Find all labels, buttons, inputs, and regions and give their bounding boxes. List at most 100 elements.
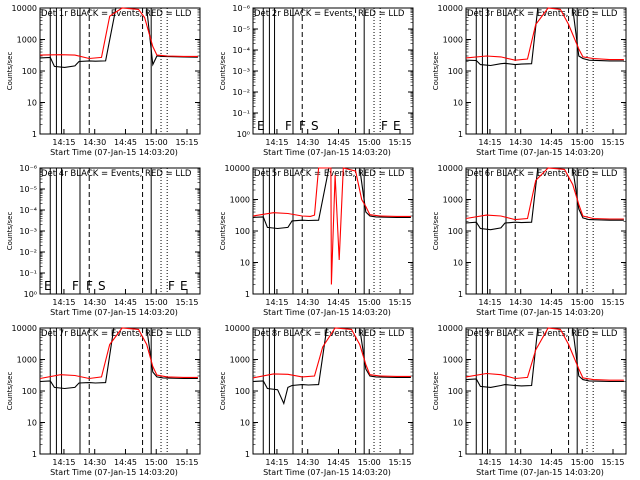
y-tick-label: 10000 — [12, 4, 37, 13]
x-axis-label: Start Time (07-Jan-15 14:03:20) — [476, 468, 604, 477]
y-tick-label: 10⁻⁴ — [19, 206, 37, 215]
y-tick-label: 10⁻¹ — [232, 109, 250, 118]
panel-8: 1 10 100 1000 10000 14:15 14:30 14:45 15:00 15:15… — [219, 324, 414, 477]
flag-letter: F — [299, 119, 306, 133]
x-axis-label: Start Time (07-Jan-15 14:03:20) — [263, 468, 391, 477]
series-events-line — [465, 327, 624, 388]
panel-2: 10⁰ 10⁻¹ 10⁻² 10⁻³ 10⁻⁴ 10⁻⁵ 10⁻⁶ 14:15 14:30 14:… — [219, 4, 414, 157]
x-tick-label: 14:15 — [52, 298, 75, 307]
plot-frame — [39, 7, 201, 135]
panel-title: Det 3r BLACK = Events, RED = LLD — [467, 9, 618, 19]
series-lld-line — [39, 327, 198, 380]
series-events-line — [465, 167, 624, 231]
x-tick-label: 14:30 — [83, 458, 106, 467]
plot-frame — [39, 327, 201, 455]
y-tick-label: 10⁻² — [232, 88, 250, 97]
y-axis-label: Counts/sec — [432, 52, 440, 91]
y-tick-label: 10⁻² — [19, 248, 37, 257]
x-tick-label: 15:00 — [145, 298, 168, 307]
x-tick-label: 14:30 — [509, 298, 532, 307]
x-tick-label: 15:15 — [388, 458, 411, 467]
y-axis-label: Counts/sec — [6, 52, 14, 91]
x-tick-label: 14:30 — [296, 458, 319, 467]
y-tick-label: 100 — [448, 67, 463, 76]
x-tick-label: 15:00 — [145, 458, 168, 467]
x-tick-label: 14:45 — [327, 298, 350, 307]
x-tick-label: 14:45 — [114, 458, 137, 467]
y-tick-label: 100 — [22, 387, 37, 396]
x-tick-label: 15:00 — [571, 298, 594, 307]
y-tick-label: 10 — [27, 99, 37, 108]
y-tick-label: 10 — [27, 419, 37, 428]
y-tick-label: 100 — [448, 387, 463, 396]
y-tick-label: 100 — [235, 227, 250, 236]
x-tick-label: 14:15 — [52, 458, 75, 467]
y-tick-label: 1000 — [17, 356, 37, 365]
plot-frame — [465, 167, 627, 295]
y-axis-label: Counts/sec — [219, 52, 227, 91]
plot-frame — [252, 327, 414, 455]
x-tick-label: 14:45 — [540, 138, 563, 147]
y-tick-label: 10⁻⁴ — [232, 46, 250, 55]
series-events-line — [39, 7, 198, 68]
series-lld-line — [252, 327, 411, 379]
plot-frame — [465, 7, 627, 135]
y-axis-label: Counts/sec — [219, 372, 227, 411]
x-tick-label: 14:45 — [540, 298, 563, 307]
y-tick-label: 1000 — [230, 356, 250, 365]
x-axis-label: Start Time (07-Jan-15 14:03:20) — [50, 308, 178, 317]
x-tick-label: 14:30 — [296, 138, 319, 147]
x-tick-label: 14:45 — [327, 458, 350, 467]
x-axis-label: Start Time (07-Jan-15 14:03:20) — [50, 468, 178, 477]
x-axis-label: Start Time (07-Jan-15 14:03:20) — [476, 308, 604, 317]
y-tick-label: 10000 — [225, 164, 250, 173]
x-tick-label: 14:45 — [114, 298, 137, 307]
flag-letter: F — [72, 279, 79, 293]
plot-frame — [465, 327, 627, 455]
y-tick-label: 1000 — [443, 356, 463, 365]
y-axis-label: Counts/sec — [432, 372, 440, 411]
y-tick-label: 10⁻³ — [232, 67, 250, 76]
y-tick-label: 10000 — [438, 164, 463, 173]
panel-1: 1 10 100 1000 10000 14:15 14:30 14:45 15:00 15:15… — [6, 4, 201, 157]
x-tick-label: 14:15 — [478, 458, 501, 467]
x-tick-label: 15:15 — [601, 458, 624, 467]
y-axis-label: Counts/sec — [6, 372, 14, 411]
y-tick-label: 1000 — [443, 196, 463, 205]
flag-letter: S — [98, 279, 106, 293]
y-tick-label: 10⁻⁶ — [19, 164, 37, 173]
series-lld-line — [39, 7, 198, 60]
x-tick-label: 15:00 — [358, 138, 381, 147]
x-tick-label: 14:30 — [83, 298, 106, 307]
x-tick-label: 15:00 — [571, 138, 594, 147]
x-tick-label: 14:45 — [114, 138, 137, 147]
x-tick-label: 15:00 — [358, 458, 381, 467]
y-axis-label: Counts/sec — [6, 212, 14, 251]
series-lld-line — [252, 167, 411, 285]
series-lld-line — [465, 327, 624, 381]
y-tick-label: 10⁻⁶ — [232, 4, 250, 13]
panel-title: Det 2r BLACK = Events, RED = LLD — [254, 9, 405, 19]
panel-6: 1 10 100 1000 10000 14:15 14:30 14:45 15:00 15:15… — [432, 164, 627, 317]
y-tick-label: 1000 — [17, 36, 37, 45]
y-tick-label: 10⁻¹ — [19, 269, 37, 278]
x-tick-label: 15:15 — [388, 298, 411, 307]
flag-letter: E — [180, 279, 188, 293]
plot-frame — [252, 7, 414, 135]
x-tick-label: 15:15 — [388, 138, 411, 147]
panel-3: 1 10 100 1000 10000 14:15 14:30 14:45 15:00 15:15… — [432, 4, 627, 157]
series-events-line — [252, 167, 411, 230]
panel-5: 1 10 100 1000 10000 14:15 14:30 14:45 15:00 15:15… — [219, 164, 414, 317]
x-tick-label: 14:15 — [478, 298, 501, 307]
x-tick-label: 15:15 — [175, 458, 198, 467]
flag-letter: E — [393, 119, 401, 133]
y-tick-label: 1 — [458, 290, 463, 299]
x-tick-label: 14:30 — [83, 138, 106, 147]
y-tick-label: 10 — [453, 99, 463, 108]
panel-title: Det 7r BLACK = Events, RED = LLD — [41, 329, 192, 339]
x-tick-label: 14:30 — [509, 458, 532, 467]
y-tick-label: 100 — [235, 387, 250, 396]
y-tick-label: 1 — [245, 450, 250, 459]
flag-letter: F — [86, 279, 93, 293]
